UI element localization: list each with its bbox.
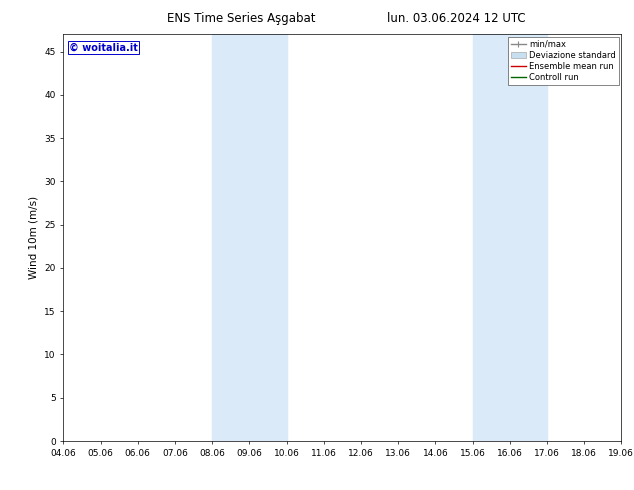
Text: lun. 03.06.2024 12 UTC: lun. 03.06.2024 12 UTC — [387, 12, 526, 25]
Text: ENS Time Series Aşgabat: ENS Time Series Aşgabat — [167, 12, 315, 25]
Bar — [212, 34, 287, 441]
Text: © woitalia.it: © woitalia.it — [69, 43, 138, 52]
Legend: min/max, Deviazione standard, Ensemble mean run, Controll run: min/max, Deviazione standard, Ensemble m… — [508, 37, 619, 85]
Bar — [472, 34, 547, 441]
Y-axis label: Wind 10m (m/s): Wind 10m (m/s) — [29, 196, 39, 279]
